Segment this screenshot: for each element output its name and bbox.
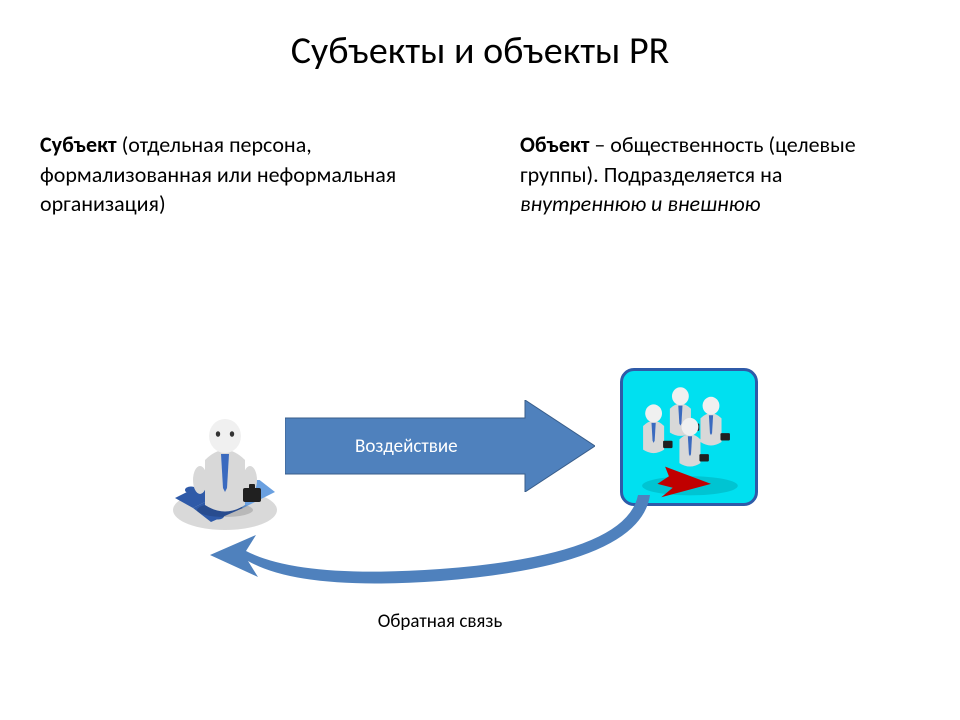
slide: Субъекты и объекты PR Субъект (отдельная… <box>0 0 960 720</box>
diagram: Воздействие <box>0 350 960 670</box>
right-column: Объект – общественность (целевые группы)… <box>480 130 960 219</box>
audience-box <box>620 368 758 506</box>
left-column: Субъект (отдельная персона, формализован… <box>0 130 480 219</box>
impact-arrow-label: Воздействие <box>355 435 458 458</box>
subject-lead: Субъект <box>40 131 117 158</box>
slide-title: Субъекты и объекты PR <box>0 28 960 74</box>
object-definition-italic: внутреннюю и внешнюю <box>520 190 760 217</box>
feedback-label: Обратная связь <box>330 610 550 633</box>
feedback-arrow-icon <box>210 495 660 605</box>
title-text: Субъекты и объекты PR <box>291 28 669 74</box>
columns: Субъект (отдельная персона, формализован… <box>0 130 960 219</box>
audience-group-icon <box>623 371 755 503</box>
object-lead: Объект <box>520 131 589 158</box>
